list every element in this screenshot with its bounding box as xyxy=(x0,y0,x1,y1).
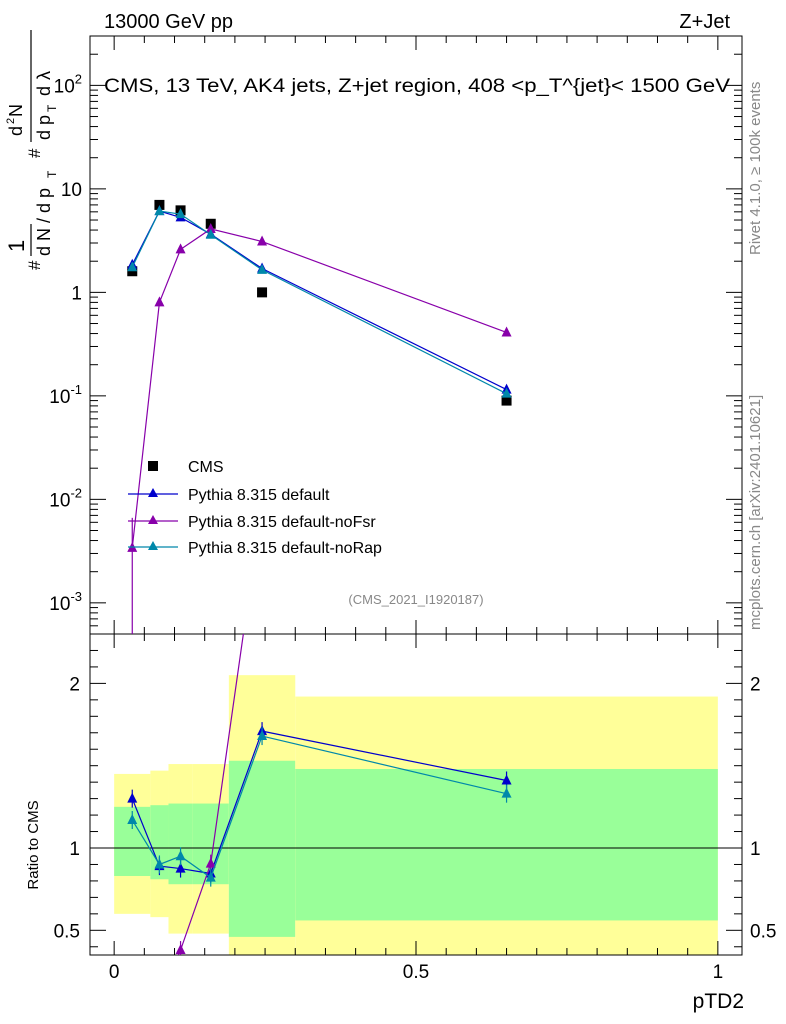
main-ytick-label: 102 xyxy=(54,71,82,97)
point-noFsr xyxy=(257,235,268,246)
svg-text:T: T xyxy=(45,170,59,178)
point-noRap xyxy=(175,208,186,219)
point-noFsr xyxy=(154,296,165,307)
line-noRap xyxy=(131,210,507,395)
ratio-point-default xyxy=(501,774,512,785)
main-y-axis-label: # 1 d N / d p T # d 2 N d p T d λ xyxy=(4,30,59,270)
ratio-point-default xyxy=(175,862,186,873)
svg-text:#: # xyxy=(25,260,44,270)
svg-text:#: # xyxy=(25,148,44,158)
ratio-line-default xyxy=(131,730,507,875)
axis-labels: 10-3 10-2 10-1 1 10 102 0.5 0.5 1 1 2 2 0 0.5 1 xyxy=(49,71,776,983)
cms-point xyxy=(257,287,268,298)
ratio-ytick-label-left: 2 xyxy=(69,674,80,695)
legend: CMS Pythia 8.315 default Pythia 8.315 de… xyxy=(128,459,382,557)
point-noRap xyxy=(257,263,268,274)
ratio-point-default xyxy=(127,792,138,803)
ratio-line-noFsr xyxy=(177,634,244,955)
analysis-watermark: (CMS_2021_I1920187) xyxy=(348,592,483,607)
ratio-ytick-label-right: 2 xyxy=(750,674,761,695)
svg-text:λ: λ xyxy=(34,71,54,80)
x-axis-label: pTD2 xyxy=(693,990,744,1013)
ratio-line-noRap xyxy=(131,735,507,879)
legend-marker-default xyxy=(148,488,158,497)
svg-text:d p: d p xyxy=(34,115,54,140)
ratio-uncertainty-bands xyxy=(114,675,718,955)
legend-label-noFsr: Pythia 8.315 default-noFsr xyxy=(188,514,376,531)
header-right: Z+Jet xyxy=(679,11,730,33)
cms-point xyxy=(154,199,165,210)
main-ytick-label: 10-3 xyxy=(49,589,82,615)
main-series xyxy=(127,199,512,634)
point-noFsr xyxy=(175,243,186,254)
ratio-ytick-label-left: 0.5 xyxy=(54,921,80,942)
ratio-ytick-label-right: 0.5 xyxy=(750,921,776,942)
plot-title: CMS, 13 TeV, AK4 jets, Z+jet region, 408… xyxy=(104,76,730,97)
ratio-y-axis-label: Ratio to CMS xyxy=(25,800,42,889)
axes-lines xyxy=(89,35,743,956)
ratio-point-noRap xyxy=(205,871,216,882)
point-noRap xyxy=(205,228,216,239)
svg-text:N: N xyxy=(6,104,26,117)
ratio-point-noRap xyxy=(175,850,186,861)
ratio-point-noRap xyxy=(127,814,138,825)
main-ytick-label: 10-1 xyxy=(49,382,82,408)
main-ytick-label: 10-2 xyxy=(49,485,82,511)
legend-label-noRap: Pythia 8.315 default-noRap xyxy=(188,540,382,557)
line-default xyxy=(131,210,507,391)
legend-marker-cms xyxy=(148,461,158,471)
svg-text:d N / d p: d N / d p xyxy=(34,188,54,256)
header-left: 13000 GeV pp xyxy=(104,11,233,33)
legend-marker-noFsr xyxy=(148,515,158,524)
mcplots-label: mcplots.cern.ch [arXiv:2401.10621] xyxy=(747,395,764,630)
ratio-series xyxy=(127,634,512,955)
ratio-point-noFsr xyxy=(175,944,186,955)
xtick-label: 0.5 xyxy=(403,962,429,983)
cms-point xyxy=(127,266,138,277)
ratio-point-noRap xyxy=(501,787,512,798)
point-noRap xyxy=(154,205,165,216)
ratio-point-noRap xyxy=(154,858,165,869)
point-noRap xyxy=(127,261,138,272)
svg-text:d: d xyxy=(34,86,54,96)
legend-label-cms: CMS xyxy=(188,459,224,476)
series-layer xyxy=(127,199,512,955)
svg-text:T: T xyxy=(45,104,59,112)
ratio-ytick-label-left: 1 xyxy=(69,839,80,860)
svg-text:d: d xyxy=(6,126,26,136)
line-noFsr xyxy=(131,228,507,548)
svg-text:1: 1 xyxy=(4,240,29,252)
main-ytick-label: 1 xyxy=(71,283,82,304)
ratio-ytick-label-right: 1 xyxy=(750,839,761,860)
legend-label-default: Pythia 8.315 default xyxy=(188,487,330,504)
main-ytick-label: 10 xyxy=(61,180,82,201)
svg-text:2: 2 xyxy=(5,118,17,124)
rivet-label: Rivet 4.1.0, ≥ 100k events xyxy=(747,82,764,255)
xtick-label: 1 xyxy=(713,962,724,983)
legend-marker-noRap xyxy=(148,541,158,550)
inner-band-bin-1 xyxy=(150,805,169,880)
ratio-point-noRap xyxy=(257,730,268,741)
point-noRap xyxy=(501,387,512,398)
point-noFsr xyxy=(205,222,216,233)
cms-point xyxy=(501,395,512,406)
ratio-point-noFsr xyxy=(205,857,216,868)
inner-band-bin-4 xyxy=(228,760,296,937)
xtick-label: 0 xyxy=(109,962,120,983)
point-noFsr xyxy=(501,326,512,337)
